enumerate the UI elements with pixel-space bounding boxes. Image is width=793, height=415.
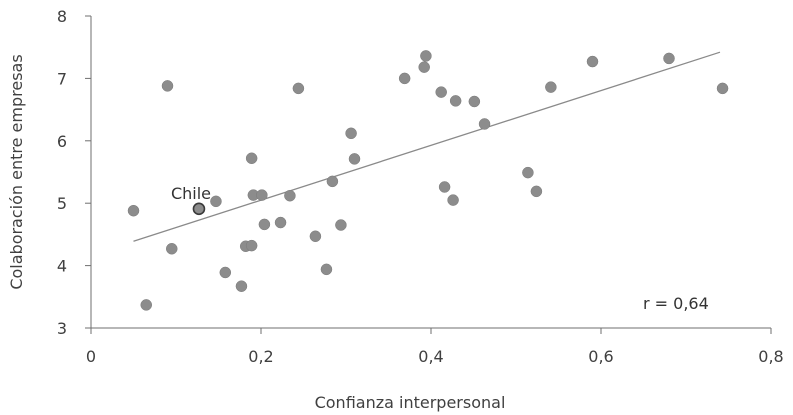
data-point (258, 218, 271, 231)
data-point (166, 243, 178, 255)
data-point (586, 55, 599, 68)
data-point (284, 189, 296, 202)
data-point (530, 185, 543, 198)
y-tick-label: 5 (57, 194, 67, 213)
x-tick-label: 0 (86, 347, 96, 366)
data-point (161, 80, 174, 92)
x-tick-label: 0,2 (248, 347, 273, 366)
data-point (219, 266, 232, 279)
data-point (435, 86, 447, 98)
x-tick-label: 0,6 (588, 347, 613, 366)
x-tick-label: 0,8 (758, 347, 783, 366)
data-point (335, 219, 347, 231)
data-point (309, 230, 322, 243)
data-point (292, 82, 305, 95)
x-axis-ticks: 0 0,2 0,4 0,6 0,8 (86, 328, 784, 366)
plot-area (127, 50, 729, 311)
data-point (418, 61, 430, 73)
data-point (326, 175, 339, 188)
data-point (438, 181, 451, 193)
trend-line (133, 51, 721, 242)
y-tick-label: 6 (57, 132, 67, 151)
data-point (522, 166, 534, 179)
data-point (447, 194, 459, 206)
data-point (398, 72, 411, 85)
y-tick-label: 4 (57, 257, 67, 276)
chile-label: Chile (171, 184, 211, 203)
data-point (345, 127, 357, 140)
data-point (274, 216, 287, 229)
x-axis-title: Confianza interpersonal (315, 393, 506, 412)
data-point (468, 95, 481, 108)
y-tick-label: 3 (57, 319, 67, 338)
x-tick-label: 0,4 (418, 347, 443, 366)
data-point (245, 239, 258, 252)
data-point (235, 280, 248, 292)
data-point (245, 152, 258, 165)
data-point (210, 195, 222, 208)
data-point (320, 263, 333, 276)
y-tick-label: 7 (57, 69, 67, 88)
data-point (127, 204, 140, 217)
data-point (663, 52, 675, 65)
data-point (449, 95, 462, 107)
data-point (420, 50, 432, 62)
data-point (545, 81, 557, 93)
y-axis-ticks: 3 4 5 6 7 8 (57, 7, 91, 338)
data-point (140, 299, 152, 311)
data-point-chile (192, 202, 206, 216)
correlation-label: r = 0,64 (643, 294, 709, 313)
data-point (716, 82, 729, 95)
data-point (256, 189, 268, 201)
y-axis-title: Colaboración entre empresas (7, 54, 26, 289)
data-point (478, 118, 491, 130)
y-tick-label: 8 (57, 7, 67, 26)
data-point (348, 153, 361, 165)
